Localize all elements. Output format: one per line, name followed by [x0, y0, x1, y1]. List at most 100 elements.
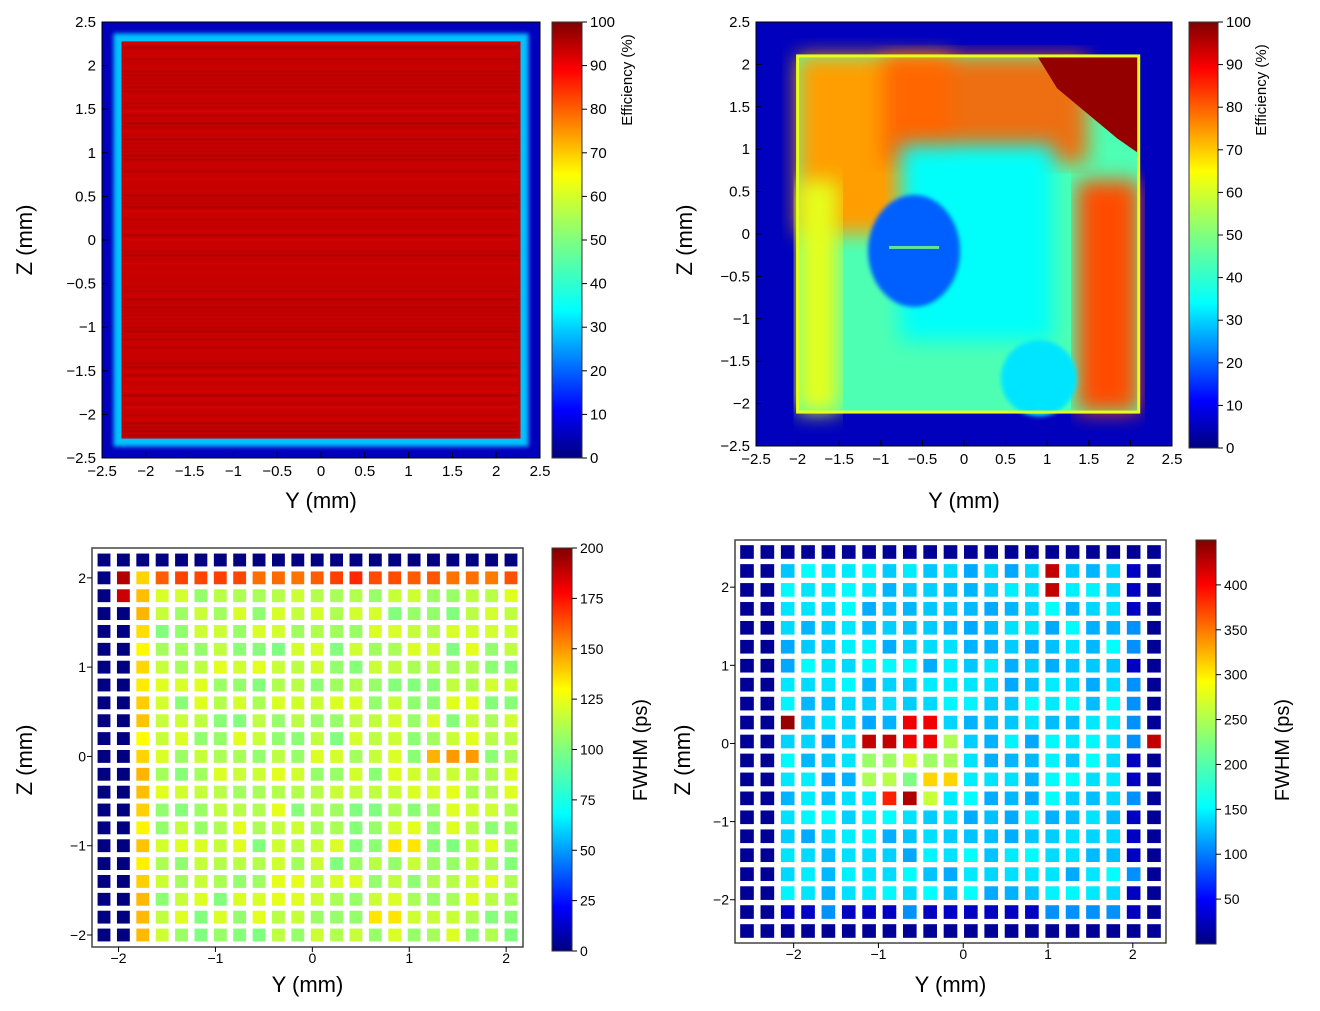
grid-cell	[310, 696, 324, 710]
grid-cell	[116, 875, 130, 888]
grid-cell	[116, 803, 130, 817]
grid-cell	[272, 696, 285, 710]
grid-cell	[841, 583, 856, 597]
scan-stripe	[123, 194, 519, 197]
grid-cell	[1126, 583, 1141, 597]
scan-stripe	[123, 346, 519, 349]
grid-cell	[841, 772, 856, 787]
grid-cell	[984, 791, 999, 806]
grid-cell	[136, 750, 150, 763]
grid-cell	[213, 750, 227, 763]
grid-cell	[233, 750, 247, 763]
grid-cell	[194, 589, 208, 603]
grid-cell	[821, 715, 836, 730]
grid-cell	[801, 886, 815, 900]
grid-cell	[291, 607, 305, 620]
grid-cell	[1025, 791, 1039, 806]
grid-cell	[902, 810, 917, 825]
grid-cell	[427, 553, 440, 567]
grid-cell	[821, 829, 836, 844]
scan-stripe	[123, 326, 519, 329]
grid-cell	[923, 791, 937, 806]
grid-cell	[1065, 583, 1080, 597]
grid-cell	[194, 875, 208, 888]
grid-cell	[349, 696, 363, 710]
grid-cell	[943, 886, 958, 900]
grid-cell	[923, 677, 937, 692]
grid-cell	[841, 905, 856, 919]
grid-cell	[1106, 545, 1121, 559]
grid-cell	[427, 660, 440, 674]
grid-cell	[427, 821, 440, 835]
grid-cell	[1086, 583, 1100, 597]
grid-cell	[821, 753, 836, 768]
grid-cell	[841, 696, 856, 711]
scan-stripe	[123, 214, 519, 217]
grid-cell	[446, 821, 460, 835]
grid-cell	[97, 571, 111, 585]
grid-cell	[841, 564, 856, 578]
grid-cell	[1025, 810, 1039, 825]
grid-cell	[291, 785, 305, 799]
grid-cell	[1045, 696, 1060, 711]
grid-cell	[97, 803, 111, 817]
grid-cell	[233, 839, 247, 853]
grid-cell	[368, 678, 382, 692]
scan-stripe	[123, 198, 519, 201]
grid-cell	[1004, 924, 1019, 938]
grid-cell	[801, 829, 815, 844]
grid-cell	[465, 821, 479, 835]
grid-cell	[194, 660, 208, 674]
grid-cell	[465, 678, 479, 692]
grid-cell	[349, 678, 363, 692]
x-tick-label: 1.5	[442, 463, 463, 480]
grid-cell	[272, 678, 285, 692]
grid-cell	[923, 715, 937, 730]
colorbar-label: FWHM (ps)	[630, 699, 652, 801]
grid-cell	[1147, 602, 1161, 616]
grid-cell	[465, 607, 479, 620]
artifact-line	[889, 245, 940, 249]
colorbar-tick-label: 70	[590, 145, 607, 162]
grid-cell	[446, 714, 460, 728]
grid-cell	[1126, 696, 1141, 711]
grid-cell	[943, 905, 958, 919]
grid-cell	[427, 607, 440, 620]
grid-cell	[1045, 734, 1060, 749]
y-tick-label: 1	[88, 145, 96, 162]
scan-stripe	[123, 226, 519, 229]
grid-cell	[841, 715, 856, 730]
grid-cell	[330, 678, 343, 692]
grid-cell	[485, 714, 499, 728]
grid-cell	[252, 857, 266, 870]
grid-cell	[1126, 753, 1141, 768]
scan-stripe	[123, 94, 519, 97]
y-tick-label: 1	[721, 657, 729, 673]
grid-cell	[1004, 848, 1019, 863]
x-tick-label: −1	[870, 946, 886, 962]
grid-cell	[984, 564, 999, 578]
grid-cell	[368, 785, 382, 799]
grid-cell	[155, 767, 169, 781]
grid-cell	[155, 928, 169, 942]
grid-cell	[97, 553, 111, 567]
grid-cell	[821, 886, 836, 900]
scan-stripe	[123, 186, 519, 189]
grid-cell	[760, 924, 775, 938]
scan-stripe	[123, 434, 519, 437]
grid-cell	[175, 928, 188, 942]
grid-cell	[1106, 658, 1121, 673]
grid-cell	[213, 589, 227, 603]
grid-cell	[801, 753, 815, 768]
scan-stripe	[123, 306, 519, 309]
grid-cell	[272, 625, 285, 638]
grid-cell	[233, 714, 247, 728]
grid-cell	[310, 553, 324, 567]
grid-cell	[155, 714, 169, 728]
grid-cell	[175, 875, 188, 888]
grid-cell	[801, 772, 815, 787]
grid-cell	[427, 785, 440, 799]
scan-stripe	[123, 138, 519, 141]
grid-cell	[801, 545, 815, 559]
grid-cell	[1147, 677, 1161, 692]
